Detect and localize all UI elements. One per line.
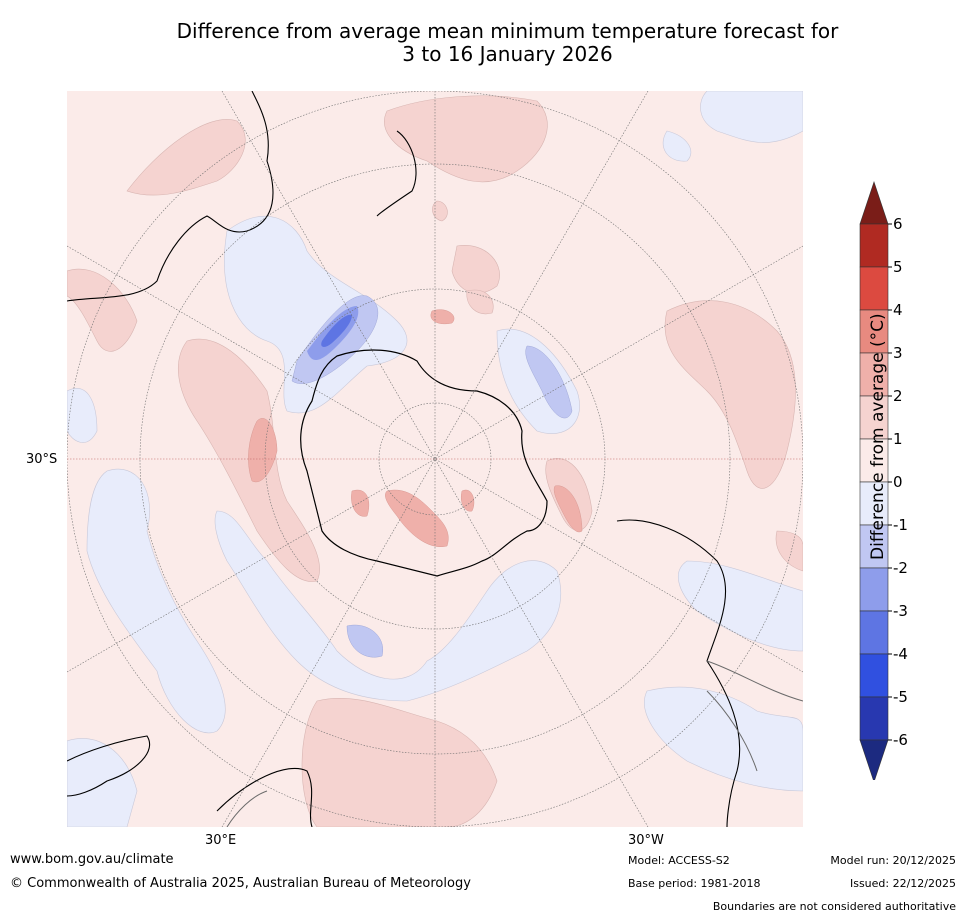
colorbar-box-m1_2 [859, 524, 889, 569]
colorbar-ticks: 6 5 4 3 2 1 0 -1 -2 -3 -4 -5 -6 [888, 215, 908, 749]
colorbar-box-m5_6 [859, 696, 889, 741]
cool-anomaly-3-4 [321, 314, 352, 347]
latitude-label-30s: 30°S [26, 452, 58, 467]
colorbar-arrow-above-6 [859, 181, 889, 225]
base-period: Base period: 1981-2018 [628, 877, 761, 890]
country-boundaries [226, 660, 803, 827]
colorbar-tick-label: -6 [893, 731, 908, 749]
longitude-label-30w: 30°W [628, 833, 664, 848]
longitude-label-30e: 30°E [205, 833, 237, 848]
colorbar-arrow-below-6 [859, 739, 889, 780]
colorbar-tick-label: -3 [893, 602, 908, 620]
warm-anomaly-2-3 [248, 309, 583, 548]
graticule [67, 91, 803, 827]
colorbar-box-m2_3 [859, 567, 889, 612]
model-run-date: Model run: 20/12/2025 [830, 854, 956, 867]
colorbar-box-m4_5 [859, 653, 889, 698]
colorbar-tick-label: 2 [893, 387, 903, 405]
website-link[interactable]: www.bom.gov.au/climate [10, 852, 174, 867]
colorbar-box-c0_1 [859, 438, 889, 483]
colorbar-boxes [859, 181, 889, 780]
southern-hemisphere-map[interactable] [67, 91, 803, 827]
issued-date: Issued: 22/12/2025 [849, 877, 956, 890]
colorbar-tick-label: -1 [893, 516, 908, 534]
colorbar-tick-label: -4 [893, 645, 908, 663]
model-name: Model: ACCESS-S2 [628, 854, 730, 867]
colorbar-tick-label: 6 [893, 215, 903, 233]
title-line-2: 3 to 16 January 2026 [402, 42, 613, 66]
colorbar-tick-label: -2 [893, 559, 908, 577]
colorbar-box-m0_1 [859, 481, 889, 526]
colorbar-tick-label: 3 [893, 344, 903, 362]
colorbar-box-c2_3 [859, 352, 889, 397]
colorbar: 6 5 4 3 2 1 0 -1 -2 -3 -4 -5 -6 [859, 181, 908, 780]
colorbar-box-c5_6 [859, 223, 889, 268]
colorbar-box-c4_5 [859, 266, 889, 311]
colorbar-tick-label: 0 [893, 473, 903, 491]
colorbar-tick-label: 1 [893, 430, 903, 448]
disclaimer: Boundaries are not considered authoritat… [712, 900, 956, 913]
copyright-notice: © Commonwealth of Australia 2025, Austra… [10, 876, 471, 891]
colorbar-title: Difference from average (°C) [868, 313, 888, 560]
warm-anomaly-1-2 [67, 95, 803, 827]
colorbar-tick-label: -5 [893, 688, 908, 706]
colorbar-box-c3_4 [859, 309, 889, 354]
colorbar-box-m3_4 [859, 610, 889, 655]
antarctica-coastline [300, 349, 548, 577]
colorbar-box-c1_2 [859, 395, 889, 440]
title-line-1: Difference from average mean minimum tem… [176, 19, 839, 43]
colorbar-tick-label: 5 [893, 258, 903, 276]
map-title: Difference from average mean minimum tem… [0, 20, 965, 66]
colorbar-tick-label: 4 [893, 301, 903, 319]
